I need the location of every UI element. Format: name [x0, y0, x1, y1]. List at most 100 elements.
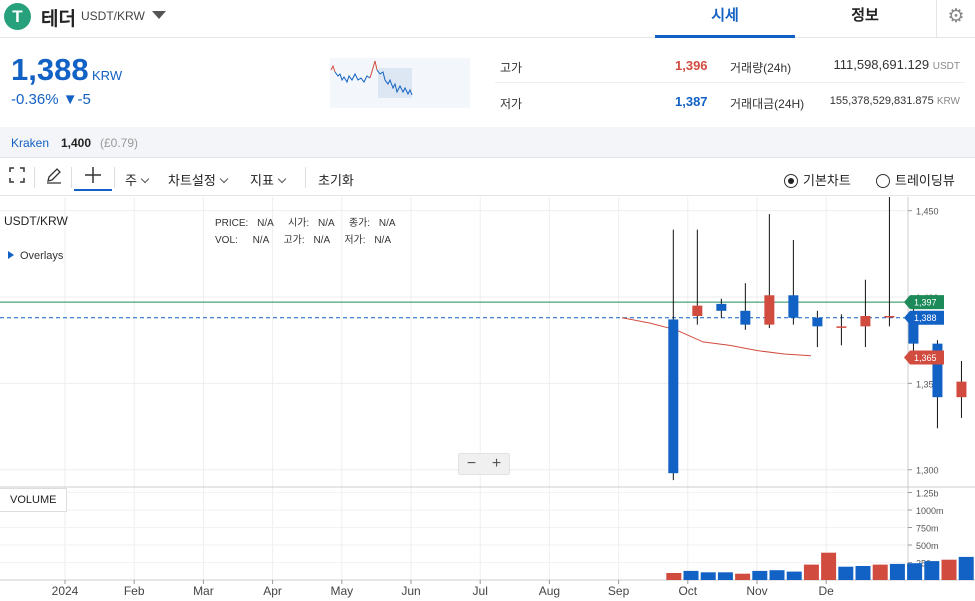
price-chart[interactable]: 1,4501,4001,3501,3001.25b1000m750m500m25…: [0, 197, 975, 601]
volume-bar: [717, 572, 733, 580]
candle-body: [788, 295, 799, 318]
price-summary: 1,388 KRW -0.36% ▼-5 고가 1,396 저가 1,387 거…: [0, 38, 975, 126]
toolbar-separator: [71, 167, 72, 188]
volume-bar: [769, 570, 785, 580]
time-tick-label: Apr: [263, 584, 282, 598]
chart-settings-dropdown[interactable]: 차트설정: [168, 170, 229, 189]
triangle-right-icon: [8, 251, 14, 259]
coin-name: 테더: [41, 9, 76, 30]
chevron-down-icon: [219, 174, 229, 184]
indicators-label: 지표: [250, 173, 274, 188]
legend-row-1: PRICE: N/A 시가: N/A 종가: N/A: [215, 214, 396, 229]
gear-icon[interactable]: ⚙: [936, 0, 975, 38]
amount-24h-value: 155,378,529,831.875: [829, 95, 934, 107]
chevron-down-icon: [277, 174, 287, 184]
candle-body: [764, 295, 775, 325]
moving-average-line: [621, 317, 811, 357]
low-value: 1,387: [675, 94, 708, 109]
overlays-toggle[interactable]: Overlays: [8, 250, 63, 262]
radio-unchecked-icon: [876, 174, 890, 188]
toolbar-separator: [114, 167, 115, 188]
zoom-out-button[interactable]: −: [466, 455, 477, 472]
chart-settings-label: 차트설정: [168, 173, 216, 188]
toolbar-separator: [34, 167, 35, 188]
chart-symbol: USDT/KRW: [4, 214, 68, 228]
header: T 테더 USDT/KRW 시세 정보 ⚙: [0, 0, 975, 38]
indicators-dropdown[interactable]: 지표: [250, 170, 287, 189]
volume-bar: [924, 561, 940, 580]
exchange-name[interactable]: Kraken: [11, 136, 50, 150]
basic-chart-radio[interactable]: 기본차트: [784, 170, 851, 189]
time-tick-label: Mar: [193, 584, 214, 598]
interval-label: 주: [125, 173, 137, 188]
volume-bar: [855, 566, 871, 580]
volume-bar: [941, 559, 957, 580]
high-value: 1,396: [675, 58, 708, 73]
tether-logo-icon: T: [4, 3, 31, 30]
legend-row-2: VOL: N/A 고가: N/A 저가: N/A: [215, 231, 391, 246]
overlays-label: Overlays: [20, 250, 64, 262]
price-marker-tag: [904, 310, 944, 325]
low-label: 저가: [500, 97, 523, 111]
volume-bar: [735, 573, 751, 580]
candle-body: [908, 316, 919, 344]
exchange-bar: Kraken 1,400 (£0.79): [0, 127, 975, 158]
tab-info[interactable]: 정보: [851, 7, 879, 24]
exchange-price: 1,400: [61, 136, 92, 150]
zoom-in-button[interactable]: +: [491, 455, 502, 472]
chevron-down-icon[interactable]: [152, 11, 166, 19]
volume-bar: [907, 563, 923, 580]
time-tick-label: Aug: [539, 584, 560, 598]
volume-bar: [958, 556, 974, 580]
reset-button[interactable]: 초기화: [318, 173, 354, 188]
legend-open-label: 시가:: [288, 218, 310, 229]
candle-body: [716, 303, 727, 311]
time-tick-label: Feb: [124, 584, 145, 598]
tab-price[interactable]: 시세: [655, 0, 795, 38]
volume-bar: [872, 564, 888, 580]
volume-24h: 111,598,691.129 USDT: [810, 57, 960, 72]
legend-low-value: N/A: [374, 235, 391, 246]
time-tick-label: Jun: [401, 584, 420, 598]
price-tick-label: 1,450: [916, 207, 939, 217]
legend-vol-value: N/A: [252, 235, 269, 246]
interval-dropdown[interactable]: 주: [125, 170, 150, 189]
candle-body: [956, 381, 967, 398]
volume-bar: [821, 552, 837, 580]
price-tick-label: 1,350: [916, 379, 939, 389]
legend-vol-label: VOL:: [215, 235, 238, 246]
chevron-down-icon: [140, 174, 150, 184]
price-tick-label: 1,300: [916, 466, 939, 476]
volume-bar: [889, 563, 905, 580]
volume-label: VOLUME: [0, 488, 67, 512]
candle-body: [740, 310, 751, 325]
candle-body: [692, 305, 703, 316]
volume-bar: [752, 570, 768, 580]
volume-tick-label: 750m: [916, 524, 939, 534]
price-marker-tag: [904, 295, 944, 310]
volume-24h-unit: USDT: [932, 61, 960, 72]
crosshair-icon[interactable]: [74, 165, 112, 191]
legend-price-label: PRICE:: [215, 218, 249, 229]
candlestick-chart-svg[interactable]: 1,4501,4001,3501,3001.25b1000m750m500m25…: [0, 197, 975, 601]
legend-close-value: N/A: [378, 218, 396, 229]
mini-price-chart: [330, 58, 470, 108]
fullscreen-icon[interactable]: [4, 165, 30, 191]
toolbar-separator: [305, 167, 306, 188]
high-label: 고가: [500, 61, 523, 75]
price-marker-label: 1,388: [914, 313, 937, 323]
zoom-control: − +: [458, 453, 510, 475]
legend-high-label: 고가:: [283, 235, 305, 246]
current-price: 1,388: [11, 52, 89, 87]
exchange-usd: (£0.79): [100, 136, 139, 150]
amount-24h-unit: KRW: [936, 96, 960, 107]
candle-body: [836, 326, 847, 328]
tradingview-radio[interactable]: 트레이딩뷰: [876, 170, 955, 189]
candle-body: [884, 316, 895, 318]
price-marker-tag: [904, 350, 944, 365]
volume-24h-value: 111,598,691.129: [833, 57, 930, 72]
time-tick-label: De: [819, 584, 835, 598]
pencil-icon[interactable]: [41, 165, 67, 191]
legend-open-value: N/A: [318, 218, 335, 229]
time-tick-label: 2024: [52, 584, 79, 598]
